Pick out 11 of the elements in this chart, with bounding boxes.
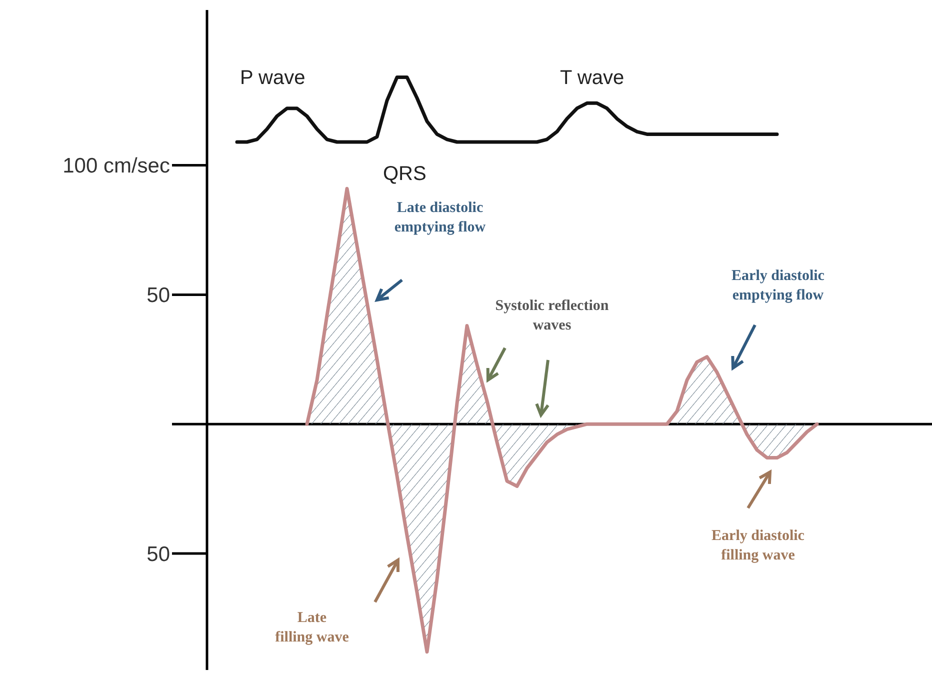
annotation: Late diastolic emptying flow <box>394 200 486 236</box>
annotation: Early diastolic emptying flow <box>732 268 825 304</box>
y-tick-label: 50 <box>146 542 170 566</box>
y-tick-label: 50 <box>146 284 170 308</box>
annotation: Systolic reflection waves <box>495 298 610 334</box>
annotation: Late filling wave <box>275 610 350 646</box>
annotation: P wave <box>240 67 306 89</box>
annotation: Early diastolic filling wave <box>712 528 805 564</box>
annotation: QRS <box>383 163 426 185</box>
y-tick-label: 100 cm/sec <box>62 154 170 178</box>
annotation: T wave <box>560 67 624 89</box>
